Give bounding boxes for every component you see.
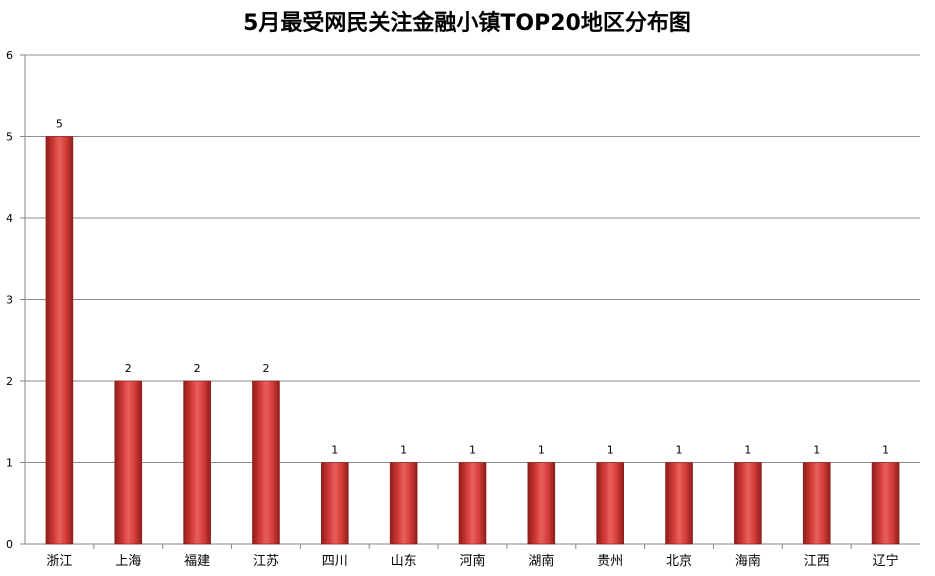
data-label-1: 2 <box>125 362 132 375</box>
bar-9 <box>665 462 693 545</box>
data-label-4: 1 <box>331 444 338 457</box>
data-label-7: 1 <box>538 444 545 457</box>
data-label-6: 1 <box>469 444 476 457</box>
y-tick-label-1: 1 <box>6 457 13 470</box>
bar-2 <box>183 380 211 545</box>
data-label-5: 1 <box>400 444 407 457</box>
y-tick-label-3: 3 <box>6 294 13 307</box>
x-tick-label-10: 海南 <box>735 553 761 569</box>
y-tick-label-4: 4 <box>6 212 13 225</box>
data-label-10: 1 <box>744 444 751 457</box>
bar-7 <box>527 462 556 545</box>
y-tick-label-6: 6 <box>6 49 13 62</box>
data-label-9: 1 <box>676 444 683 457</box>
x-tick-label-3: 江苏 <box>253 553 279 569</box>
data-label-8: 1 <box>607 444 614 457</box>
x-tick-label-4: 四川 <box>322 554 348 569</box>
x-tick-label-5: 山东 <box>391 554 417 569</box>
x-tick-label-2: 福建 <box>184 554 210 569</box>
data-label-0: 5 <box>56 118 63 131</box>
bar-8 <box>596 462 624 545</box>
x-tick-label-8: 贵州 <box>597 554 623 569</box>
y-tick-label-5: 5 <box>6 131 13 144</box>
data-label-2: 2 <box>194 362 201 375</box>
data-label-3: 2 <box>262 362 269 375</box>
bar-6 <box>458 462 487 545</box>
x-tick-label-11: 江西 <box>804 554 830 569</box>
data-label-11: 1 <box>813 444 820 457</box>
labels: 0 1 2 3 4 5 6 5 浙江 2 上海 2 福建 2 江苏 1 四川 1 山东 1 河南 1 湖南 1 贵州 1 北京 1 海南… <box>6 49 899 569</box>
x-tick-label-12: 辽宁 <box>873 553 899 569</box>
x-tick-label-9: 北京 <box>666 554 692 569</box>
bar-12 <box>871 462 900 545</box>
x-tick-label-1: 上海 <box>115 554 141 569</box>
bar-5 <box>389 462 418 545</box>
x-tick-label-6: 河南 <box>459 553 485 569</box>
bar-11 <box>802 462 831 545</box>
bar-4 <box>321 462 349 545</box>
x-tick-label-0: 浙江 <box>46 554 72 569</box>
y-tick-label-0: 0 <box>6 538 13 551</box>
bar-3 <box>252 380 280 545</box>
bars <box>45 136 900 545</box>
grid-lines <box>25 54 920 463</box>
bar-0 <box>45 136 74 545</box>
data-label-12: 1 <box>882 444 889 457</box>
chart-title: 5月最受网民关注金融小镇TOP20地区分布图 <box>243 10 691 36</box>
bar-10 <box>734 462 762 545</box>
bar-1 <box>114 380 143 545</box>
x-tick-label-7: 湖南 <box>528 553 554 569</box>
y-tick-label-2: 2 <box>6 375 13 388</box>
